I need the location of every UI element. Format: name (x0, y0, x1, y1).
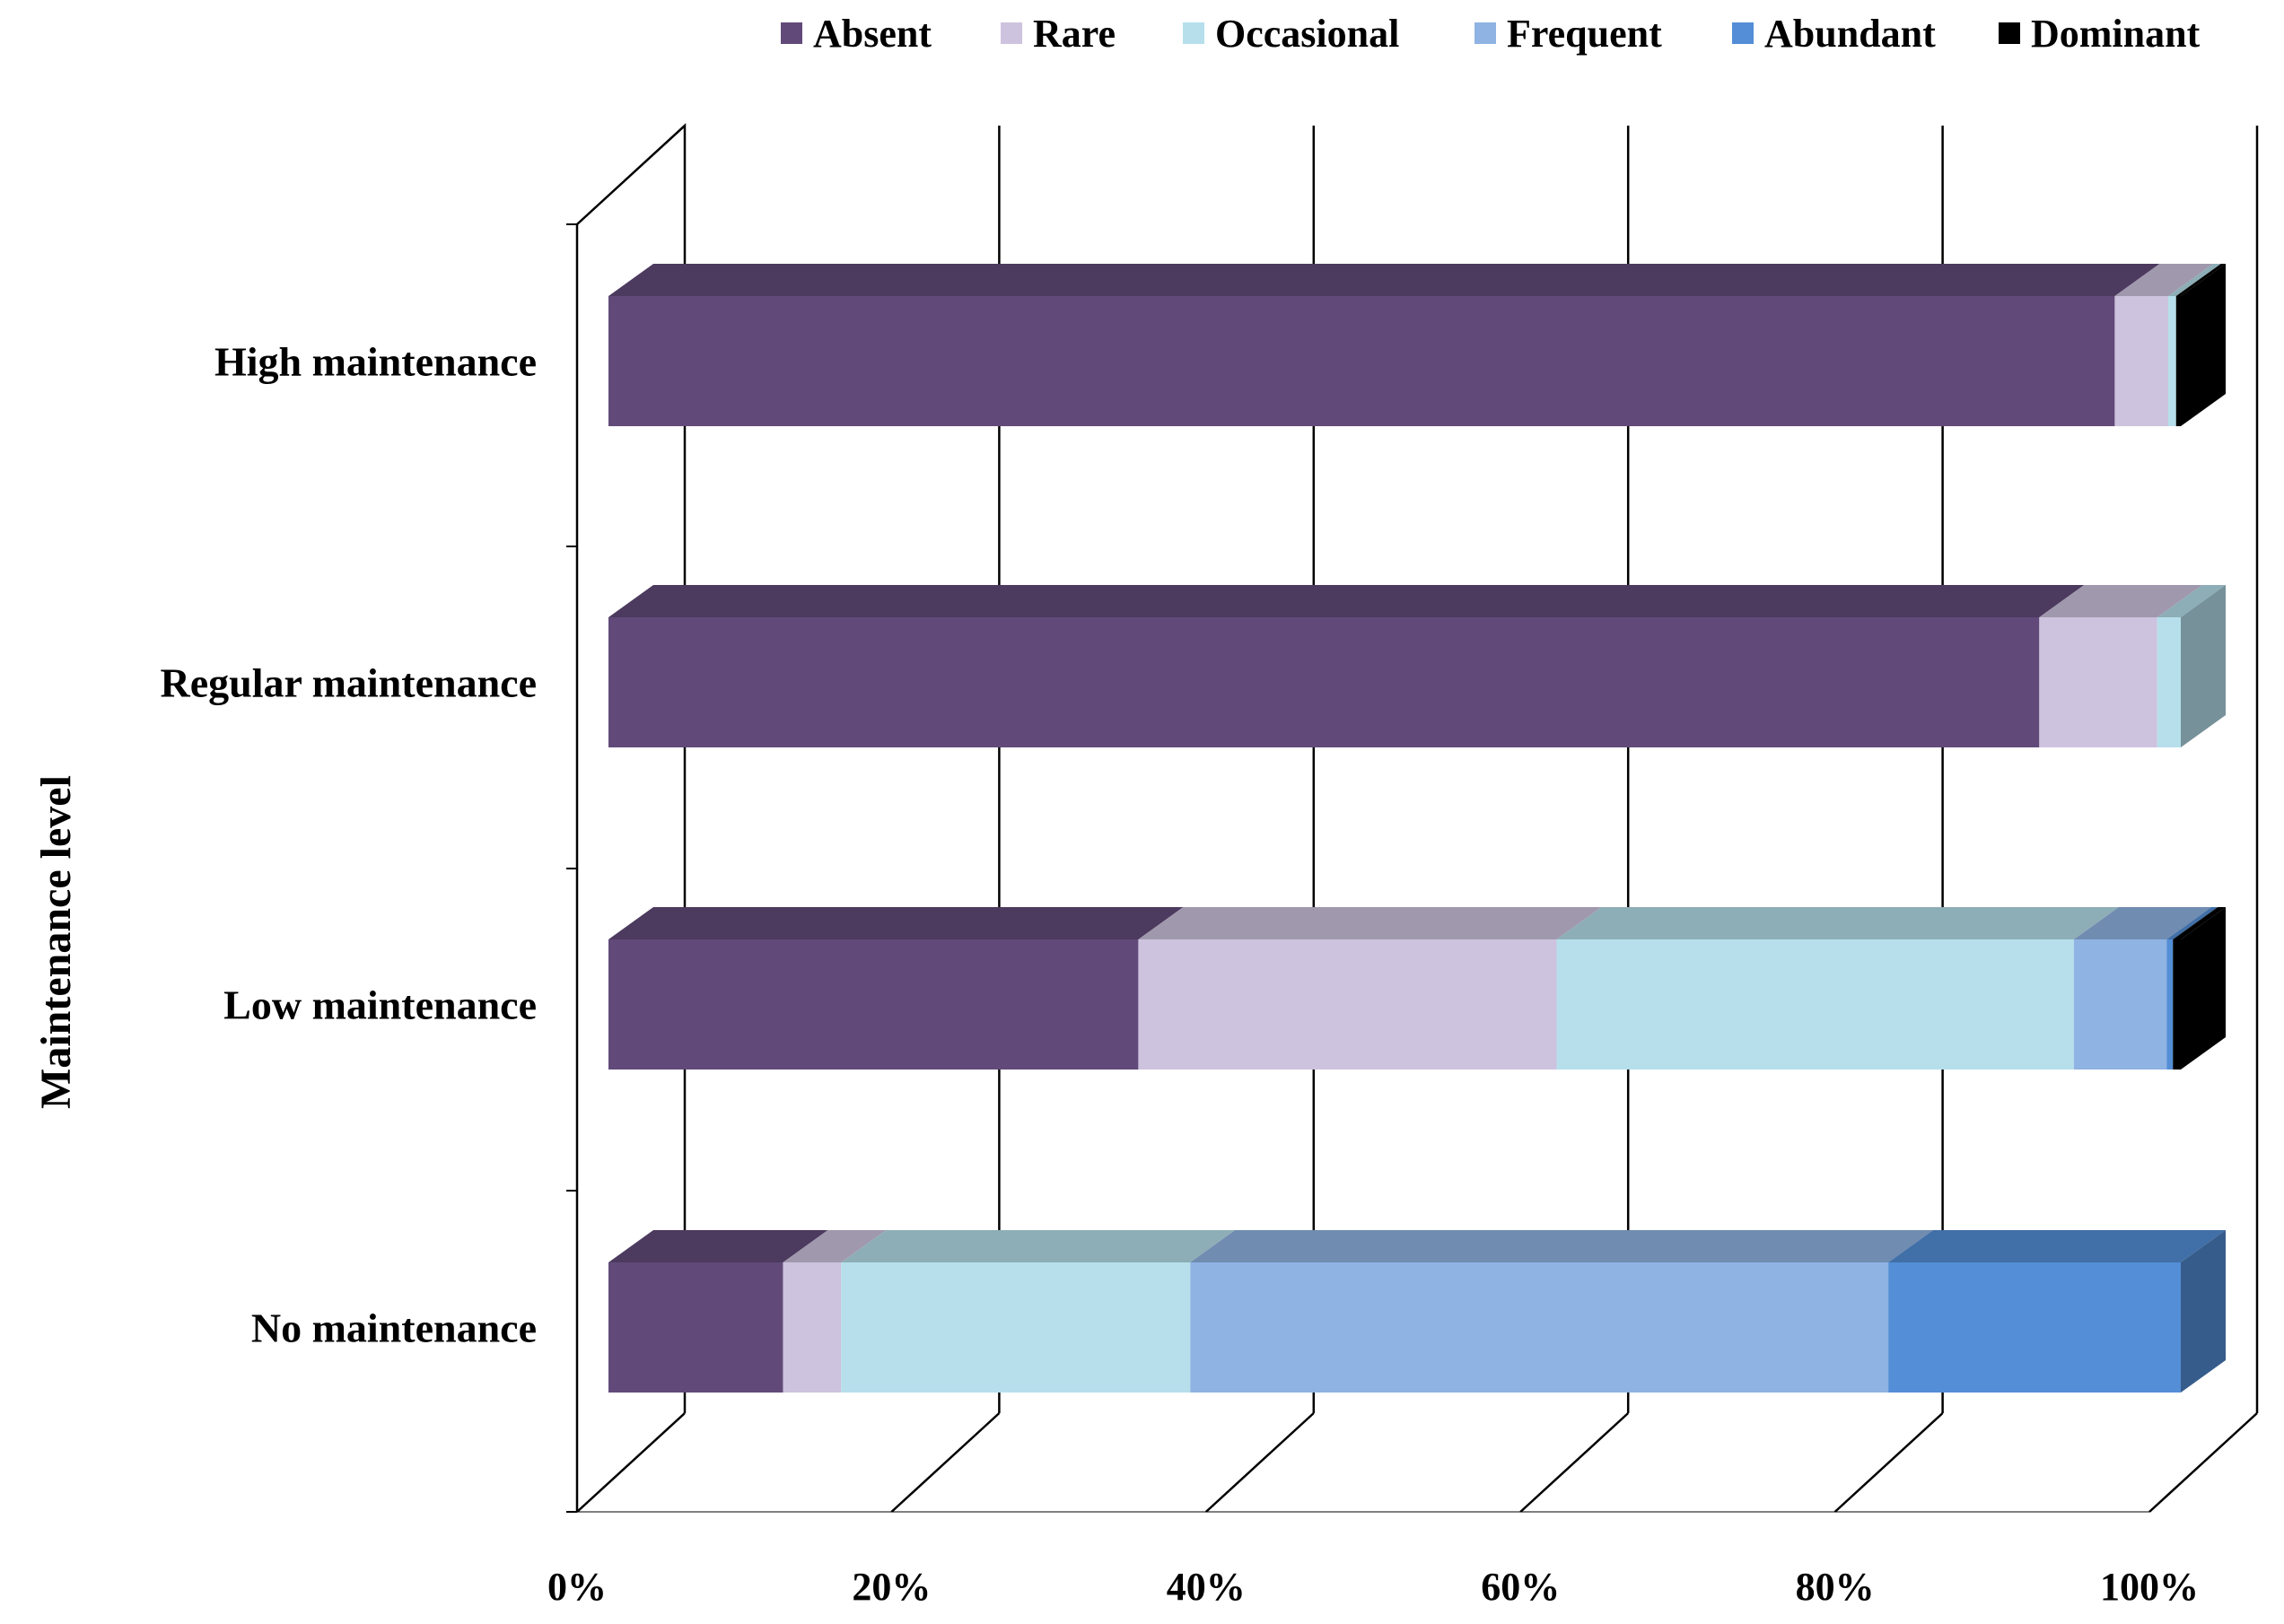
bar-top-low-maintenance-abundant (2166, 907, 2218, 939)
floor-line-80 (1833, 1412, 1944, 1513)
bar-top-no-maintenance-occasional (841, 1230, 1236, 1262)
bar-top-low-maintenance-absent (608, 907, 1184, 939)
legend-label-dominant: Dominant (2031, 12, 2201, 56)
bar-high-maintenance-occasional (2167, 296, 2176, 426)
bar-group-high-maintenance (608, 264, 2226, 426)
bar-high-maintenance-absent (608, 296, 2115, 426)
axes (566, 223, 2149, 1513)
bar-side-no-maintenance (2181, 1230, 2226, 1393)
legend-item-frequent: Frequent (1475, 12, 1662, 56)
category-label-no-maintenance: No maintenance (251, 1305, 537, 1351)
x-tick-label-60: 60% (1481, 1565, 1560, 1609)
legend-item-abundant: Abundant (1732, 12, 1936, 56)
bar-low-maintenance-absent (608, 939, 1139, 1070)
bar-top-high-maintenance-dominant (2175, 264, 2226, 296)
legend-swatch-abundant (1732, 22, 1754, 44)
bar-top-no-maintenance-frequent (1190, 1230, 1934, 1262)
legend-swatch-occasional (1183, 22, 1204, 44)
bar-side-low-maintenance (2181, 907, 2226, 1070)
legend-swatch-dominant (1999, 22, 2020, 44)
bar-top-low-maintenance-rare (1138, 907, 1602, 939)
legend-swatch-rare (1001, 22, 1022, 44)
bar-top-no-maintenance-abundant (1888, 1230, 2226, 1262)
bar-top-regular-maintenance-occasional (2157, 585, 2226, 617)
x-tick-label-80: 80% (1796, 1565, 1875, 1609)
bars (608, 264, 2226, 1393)
bar-top-low-maintenance-occasional (1556, 907, 2119, 939)
bar-top-low-maintenance-dominant (2173, 907, 2226, 939)
bar-low-maintenance-abundant (2166, 939, 2174, 1070)
floor-line-60 (1519, 1412, 1630, 1513)
category-label-regular-maintenance: Regular maintenance (160, 660, 537, 706)
floor-line-100 (2148, 1412, 2258, 1513)
category-label-high-maintenance: High maintenance (214, 339, 537, 385)
x-tick-label-40: 40% (1167, 1565, 1246, 1609)
bar-side-regular-maintenance (2181, 585, 2226, 747)
bar-top-high-maintenance-rare (2114, 264, 2213, 296)
bar-regular-maintenance-occasional (2157, 617, 2181, 747)
legend-item-dominant: Dominant (1999, 12, 2201, 56)
floor-line-0 (576, 1412, 686, 1513)
bar-group-low-maintenance (608, 907, 2226, 1070)
legend: Absent Rare Occasional Frequent Abundant Domi… (781, 12, 2201, 56)
bar-regular-maintenance-absent (608, 617, 2040, 747)
x-tick-label-100: 100% (2100, 1565, 2199, 1609)
bar-no-maintenance-abundant (1888, 1262, 2181, 1393)
y-axis-title: Maintenance level (32, 775, 80, 1109)
bar-group-regular-maintenance (608, 585, 2226, 747)
bar-low-maintenance-dominant (2173, 939, 2181, 1070)
bar-top-regular-maintenance-rare (2039, 585, 2202, 617)
bar-high-maintenance-dominant (2175, 296, 2181, 426)
floor-line-40 (1204, 1412, 1315, 1513)
legend-swatch-absent (781, 22, 802, 44)
legend-label-rare: Rare (1033, 12, 1116, 56)
bar-top-regular-maintenance-absent (608, 585, 2085, 617)
bar-no-maintenance-occasional (841, 1262, 1191, 1393)
category-label-low-maintenance: Low maintenance (223, 982, 537, 1028)
bar-regular-maintenance-rare (2039, 617, 2157, 747)
legend-label-occasional: Occasional (1215, 12, 1399, 56)
legend-label-abundant: Abundant (1764, 12, 1936, 56)
bar-low-maintenance-occasional (1556, 939, 2074, 1070)
bar-no-maintenance-frequent (1190, 1262, 1889, 1393)
bar-high-maintenance-rare (2114, 296, 2168, 426)
bar-no-maintenance-absent (608, 1262, 783, 1393)
legend-item-absent: Absent (781, 12, 932, 56)
x-tick-label-20: 20% (852, 1565, 931, 1609)
legend-item-occasional: Occasional (1183, 12, 1399, 56)
axis-labels: 0% 20% 40% 60% 80% 100% High maintenance Regula… (32, 339, 2199, 1610)
bar-low-maintenance-frequent (2073, 939, 2167, 1070)
bar-no-maintenance-rare (783, 1262, 842, 1393)
bar-low-maintenance-rare (1138, 939, 1557, 1070)
legend-item-rare: Rare (1001, 12, 1116, 56)
bar-group-no-maintenance (608, 1230, 2226, 1393)
legend-label-absent: Absent (813, 12, 932, 56)
bar-top-high-maintenance-absent (608, 264, 2160, 296)
x-tick-label-0: 0% (547, 1565, 607, 1609)
bar-top-high-maintenance-occasional (2167, 264, 2221, 296)
bar-top-no-maintenance-rare (783, 1230, 887, 1262)
legend-swatch-frequent (1475, 22, 1496, 44)
bar-top-low-maintenance-frequent (2073, 907, 2212, 939)
legend-label-frequent: Frequent (1507, 12, 1662, 56)
floor-line-20 (890, 1412, 1001, 1513)
bar-side-high-maintenance (2181, 264, 2226, 426)
bar-top-no-maintenance-absent (608, 1230, 828, 1262)
